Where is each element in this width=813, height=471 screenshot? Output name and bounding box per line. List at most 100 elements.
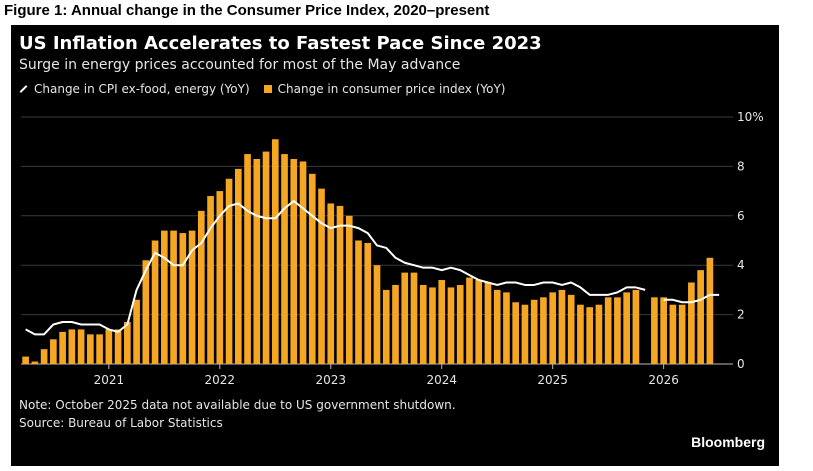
chart-subtitle: Surge in energy prices accounted for mos… [19,57,461,73]
cpi-bar [623,292,630,364]
cpi-bar [456,284,464,364]
x-tick-label: 2021 [94,373,125,387]
cpi-bar [503,292,510,364]
y-axis-ticks: 0 2 4 6 8 10% [737,110,764,371]
x-tick-label: 2023 [315,373,346,387]
cpi-bar [530,299,538,364]
cpi-bar [336,205,344,364]
cpi-bar [604,297,612,364]
cpi-bar [364,242,372,364]
cpi-bar [577,304,584,364]
cpi-bars [22,139,714,364]
x-axis-ticks: 2021 2022 2023 2024 2025 2026 [94,364,679,387]
cpi-bar [567,294,575,364]
cpi-bar [299,161,307,364]
cpi-bar [244,154,251,364]
cpi-bar [31,361,39,364]
cpi-bar [614,297,621,364]
cpi-bar [179,233,187,364]
cpi-bar [382,289,390,364]
cpi-bar [558,289,566,364]
cpi-bar [438,280,446,364]
cpi-bar [595,304,603,364]
cpi-bar [253,158,261,364]
x-tick-label: 2025 [537,373,568,387]
cpi-bar [429,287,436,364]
cpi-bar [651,297,658,364]
cpi-bar [216,191,224,364]
cpi-bar [96,334,103,364]
cpi-bar [373,265,381,364]
y-tick-label: 2 [737,308,745,322]
x-tick-label: 2022 [205,373,236,387]
cpi-bar [124,322,131,364]
cpi-bar [466,277,473,364]
cpi-bar [271,139,279,364]
cpi-bar [68,329,76,364]
cpi-bar [142,260,150,364]
cpi-bar [660,297,667,364]
cpi-bar [262,151,270,364]
cpi-bar [392,284,399,364]
chart-svg: 0 2 4 6 8 10% 2021 2022 2023 2024 2025 2026 [21,110,764,387]
chart-title: US Inflation Accelerates to Fastest Pace… [19,33,542,54]
cpi-bar [410,272,418,364]
cpi-bar [512,302,520,364]
cpi-bar [207,196,214,364]
bloomberg-logo: Bloomberg [691,434,765,450]
cpi-bar [225,178,233,364]
core-cpi-line [25,199,720,336]
cpi-bar [114,329,122,364]
cpi-bar [40,349,48,364]
cpi-bar [290,158,298,364]
cpi-bar [540,297,547,364]
cpi-bar [161,230,168,364]
cpi-bar [669,304,677,364]
cpi-bar [493,289,501,364]
cpi-bar [521,304,529,364]
chart-source: Source: Bureau of Labor Statistics [19,416,223,430]
cpi-bar [549,292,557,364]
cpi-bar [355,240,362,364]
y-tick-label: 8 [737,159,745,173]
cpi-bar [188,230,196,364]
figure-caption: Figure 1: Annual change in the Consumer … [4,2,490,19]
cpi-bar [197,210,205,364]
cpi-bar [170,230,177,364]
cpi-bar [281,154,288,364]
cpi-bar [133,299,140,364]
legend-bar-swatch [263,85,272,93]
cpi-bar [318,188,325,364]
cpi-bar [105,329,113,364]
legend-label-cpi: Change in consumer price index (YoY) [277,82,506,96]
cpi-bar [632,289,640,364]
cpi-bar [475,280,483,364]
cpi-bar [697,270,704,364]
cpi-bar [234,168,242,364]
cpi-bar [345,215,353,364]
cpi-bar [706,257,714,364]
cpi-bar [419,284,427,364]
chart-note: Note: October 2025 data not available du… [19,398,456,412]
cpi-bar [586,307,594,364]
cpi-bar [59,331,66,364]
cpi-bar [151,240,159,364]
chart-panel: US Inflation Accelerates to Fastest Pace… [11,25,779,466]
core-cpi-line-group [25,199,720,336]
cpi-bar [688,282,695,364]
y-tick-label: 4 [737,258,745,272]
cpi-bar [401,272,409,364]
y-tick-label: 6 [737,209,745,223]
x-tick-label: 2026 [648,373,679,387]
x-tick-label: 2024 [426,373,457,387]
y-tick-label: 10% [737,110,764,124]
cpi-bar [87,334,94,364]
legend-item-cpi: Change in consumer price index (YoY) [263,82,506,96]
cpi-bar [77,329,85,364]
cpi-bar [484,282,492,364]
legend-item-core-cpi: Change in CPI ex-food, energy (YoY) [19,82,250,96]
cpi-bar [678,304,686,364]
y-tick-label: 0 [737,357,745,371]
legend-label-core-cpi: Change in CPI ex-food, energy (YoY) [34,82,250,96]
cpi-bar [22,356,29,364]
